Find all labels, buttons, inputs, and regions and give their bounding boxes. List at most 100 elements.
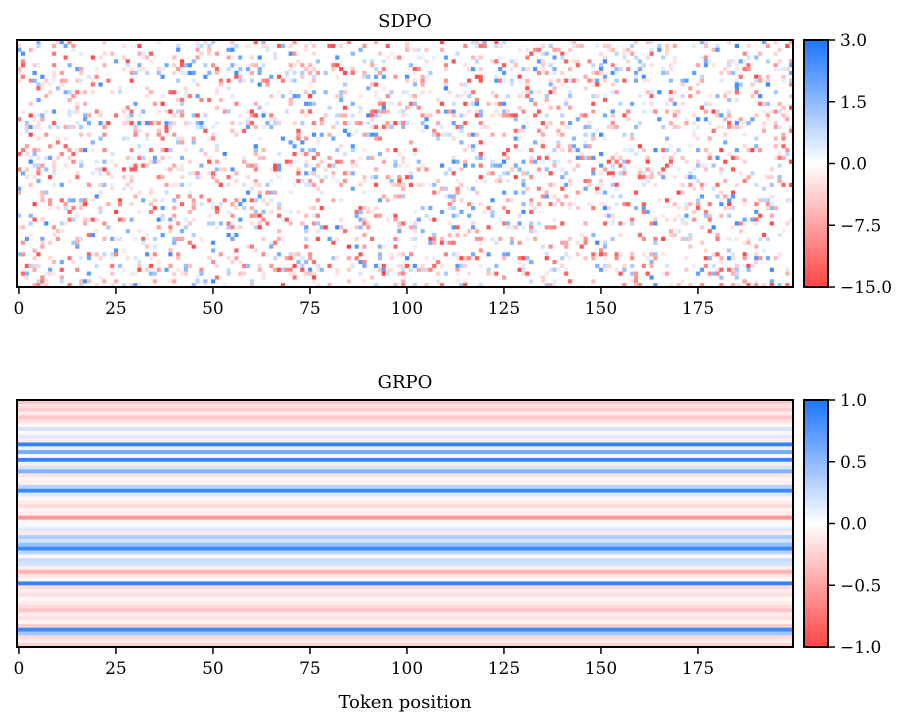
sdpo-cell [727, 248, 732, 253]
sdpo-cell [540, 121, 545, 126]
sdpo-cell [680, 190, 685, 195]
sdpo-cell [222, 198, 227, 203]
grpo-row [17, 596, 793, 601]
sdpo-cell [505, 209, 511, 214]
sdpo-cell [129, 217, 134, 222]
sdpo-cell [432, 217, 437, 222]
sdpo-cell [699, 55, 705, 60]
sdpo-cell [276, 74, 282, 79]
sdpo-cell [362, 221, 367, 226]
sdpo-cell [148, 271, 154, 276]
sdpo-cell [102, 40, 107, 45]
sdpo-cell [560, 240, 565, 245]
sdpo-cell [649, 171, 654, 176]
sdpo-cell [265, 82, 270, 87]
sdpo-cell [672, 59, 677, 64]
sdpo-cell [564, 252, 569, 257]
sdpo-cell [311, 90, 317, 95]
sdpo-cell [451, 59, 456, 64]
sdpo-cell [366, 205, 371, 211]
sdpo-cell [470, 90, 476, 95]
sdpo-cell [315, 175, 320, 180]
sdpo-cell [668, 121, 674, 126]
sdpo-cell [618, 163, 623, 168]
sdpo-cell [191, 198, 196, 203]
sdpo-cell [98, 55, 103, 60]
sdpo-cell [727, 59, 732, 64]
sdpo-cell [785, 43, 790, 49]
sdpo-cell [397, 178, 402, 184]
sdpo-cell [529, 229, 534, 234]
sdpo-cell [238, 217, 243, 222]
sdpo-cell [373, 67, 379, 72]
sdpo-cell [715, 109, 720, 114]
sdpo-cell [455, 252, 460, 257]
sdpo-cell [339, 94, 344, 99]
sdpo-cell [529, 198, 534, 203]
sdpo-cell [447, 202, 452, 207]
sdpo-cell [633, 74, 639, 79]
sdpo-cell [478, 109, 483, 114]
sdpo-cell [575, 43, 580, 49]
sdpo-cell [405, 263, 410, 268]
sdpo-cell [730, 283, 736, 288]
sdpo-cell [707, 202, 712, 207]
sdpo-cell [451, 155, 456, 160]
sdpo-cell [86, 132, 92, 137]
sdpo-cell [754, 283, 759, 288]
sdpo-cell [176, 109, 181, 114]
sdpo-cell [560, 256, 565, 261]
sdpo-frame [16, 39, 794, 288]
sdpo-cell [59, 279, 64, 284]
grpo-row [17, 577, 793, 582]
sdpo-cell [517, 47, 522, 52]
sdpo-cell [308, 178, 313, 184]
sdpo-panel: SDPO 0 25 50 75 100 125 150 175 3.01.50.0−7.5−1… [14, 11, 893, 319]
sdpo-cell [292, 271, 297, 276]
sdpo-cell [478, 55, 483, 60]
sdpo-cell [304, 113, 309, 118]
sdpo-cell [696, 117, 701, 122]
sdpo-cell [32, 283, 37, 288]
sdpo-cell [191, 232, 196, 238]
sdpo-cell [168, 263, 173, 268]
sdpo-cell [234, 43, 239, 49]
sdpo-cell [362, 259, 367, 265]
sdpo-cell [214, 90, 220, 95]
sdpo-cell [490, 59, 495, 64]
sdpo-cell [311, 182, 317, 187]
sdpo-cell [308, 182, 313, 187]
sdpo-cell [486, 225, 491, 230]
sdpo-cell [230, 40, 235, 45]
sdpo-cell [48, 198, 53, 203]
sdpo-cell [416, 217, 421, 222]
sdpo-cell [567, 47, 573, 52]
sdpo-cell [24, 175, 29, 180]
sdpo-cell [358, 182, 363, 187]
sdpo-cell [94, 229, 99, 234]
sdpo-cell [350, 159, 355, 164]
sdpo-cell [680, 236, 685, 241]
sdpo-cell [688, 144, 693, 149]
sdpo-cell [265, 221, 270, 226]
colorbar-tick-label: 0.0 [840, 515, 867, 535]
sdpo-cell [51, 167, 57, 172]
sdpo-cell [684, 221, 689, 226]
sdpo-cell [292, 78, 297, 83]
sdpo-cell [664, 217, 670, 222]
sdpo-cell [106, 121, 111, 126]
sdpo-cell [567, 78, 573, 83]
sdpo-cell [226, 78, 231, 83]
sdpo-cell [439, 240, 445, 245]
sdpo-cell [121, 217, 126, 222]
sdpo-cell [618, 101, 623, 106]
sdpo-cell [315, 136, 320, 141]
sdpo-cell [168, 225, 173, 230]
sdpo-cell [657, 90, 662, 95]
sdpo-cell [614, 67, 619, 72]
sdpo-cell [218, 97, 223, 103]
sdpo-cell [672, 175, 677, 180]
sdpo-cell [521, 202, 526, 207]
sdpo-cell [370, 124, 375, 130]
sdpo-cell [257, 190, 262, 195]
